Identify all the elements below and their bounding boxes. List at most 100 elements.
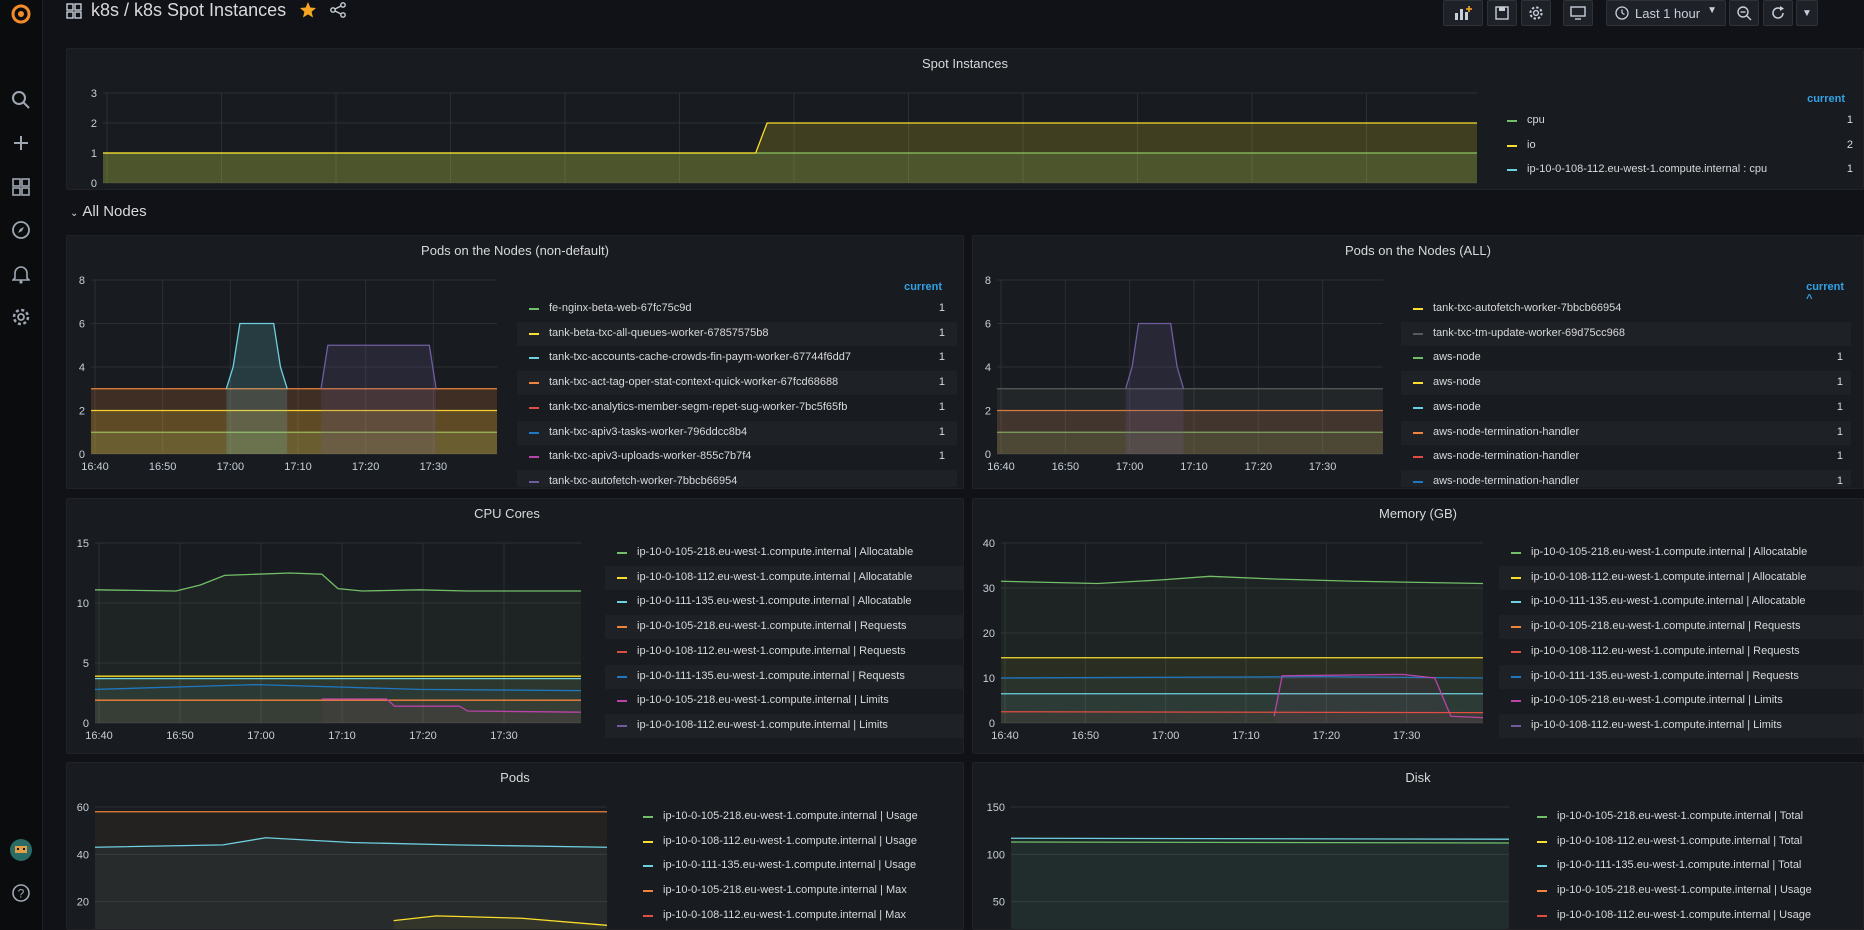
tv-mode-button[interactable] [1563,0,1593,26]
legend-series-name: tank-txc-act-tag-oper-stat-context-quick… [549,376,839,389]
panel-title[interactable]: Pods on the Nodes (non-default) [421,243,609,258]
panel-pods-nondefault[interactable]: Pods on the Nodes (non-default) 0 2 4 6 8 16:… [66,235,964,489]
y-tick-label: 2 [985,406,991,418]
help-icon[interactable]: ? [9,881,33,905]
legend-item[interactable]: ip-10-0-105-218.eu-west-1.compute.intern… [605,541,963,565]
panel-title[interactable]: CPU Cores [474,506,540,521]
panel-title[interactable]: Pods [500,770,530,785]
legend-item[interactable]: ip-10-0-105-218.eu-west-1.compute.intern… [605,689,963,713]
legend-item[interactable]: ip-10-0-108-112.eu-west-1.compute.intern… [1525,904,1863,928]
legend-swatch [617,650,627,653]
dashboard-settings-button[interactable] [1521,0,1551,26]
pods-all-legend: tank-txc-autofetch-worker-7bbcb66954 tank… [1401,297,1851,487]
legend-item[interactable]: aws-node 1 [1401,396,1851,420]
legend-item[interactable]: ip-10-0-105-218.eu-west-1.compute.intern… [605,615,963,640]
legend-item[interactable]: ip-10-0-108-112.eu-west-1.compute.intern… [1499,565,1863,590]
legend-sort-current[interactable]: current [904,281,942,293]
legend-item[interactable]: ip-10-0-105-218.eu-west-1.compute.intern… [1525,805,1863,829]
legend-item[interactable]: tank-txc-accounts-cache-crowds-fin-paym-… [517,346,957,370]
search-icon[interactable] [9,88,33,112]
legend-item[interactable]: io 2 [1495,134,1863,158]
star-icon[interactable] [299,1,317,22]
legend-item[interactable]: ip-10-0-111-135.eu-west-1.compute.intern… [631,854,963,878]
add-panel-button[interactable] [1443,0,1483,26]
legend-item[interactable]: ip-10-0-108-112.eu-west-1.compute.intern… [631,904,963,928]
legend-item[interactable]: ip-10-0-108-112.eu-west-1.compute.intern… [1495,158,1863,182]
series-line [1010,841,1510,844]
time-range-picker[interactable]: Last 1 hour ▼ [1606,0,1726,26]
zoom-out-button[interactable] [1729,0,1759,26]
legend-item[interactable]: ip-10-0-111-135.eu-west-1.compute.intern… [605,664,963,689]
legend-item[interactable]: ip-10-0-105-218.eu-west-1.compute.intern… [1499,689,1863,713]
legend-item[interactable]: tank-beta-txc-all-queues-worker-67857575… [517,321,957,346]
legend-item[interactable]: fe-nginx-beta-web-67fc75c9d 1 [517,297,957,321]
gear-icon[interactable] [9,305,33,329]
cpu-cores-chart[interactable]: 0 5 10 15 16:40 16:50 17:00 17:10 17:20 17:30 [67,535,597,754]
plus-icon[interactable] [9,131,33,155]
legend-item[interactable]: aws-node-termination-handler 1 [1401,469,1851,487]
legend-item[interactable]: tank-txc-tm-update-worker-69d75cc968 [1401,321,1851,346]
legend-sort-current[interactable]: current ^ [1806,281,1844,305]
legend-series-name: ip-10-0-108-112.eu-west-1.compute.intern… [663,834,917,847]
legend-item[interactable]: tank-txc-autofetch-worker-7bbcb66954 [517,469,957,487]
refresh-button[interactable] [1763,0,1793,26]
legend-item[interactable]: ip-10-0-108-112.eu-west-1.compute.intern… [1499,713,1863,738]
panel-title[interactable]: Memory (GB) [1379,506,1457,521]
legend-item[interactable]: ip-10-0-111-135.eu-west-1.compute.intern… [1499,664,1863,689]
legend-item[interactable]: aws-node-termination-handler 1 [1401,445,1851,469]
panel-pods[interactable]: Pods 20 40 60 ip-10-0-105-218.eu-west-1.co… [66,762,964,930]
legend-item[interactable]: aws-node 1 [1401,346,1851,370]
legend-item[interactable]: ip-10-0-105-218.eu-west-1.compute.intern… [1525,879,1863,903]
panel-pods-all[interactable]: Pods on the Nodes (ALL) 0 2 4 6 8 16:40 16:50 1… [972,235,1864,489]
save-dashboard-button[interactable] [1487,0,1517,26]
legend-item[interactable]: ip-10-0-105-218.eu-west-1.compute.intern… [631,879,963,903]
pods-all-chart[interactable]: 0 2 4 6 8 16:40 16:50 17:00 17:10 17:20 17:30 [973,272,1393,489]
row-all-nodes[interactable]: ⌄ All Nodes [70,203,147,220]
legend-swatch [643,865,653,868]
panel-disk[interactable]: Disk 50 100 150 ip-10-0-105-218.eu-west-1.… [972,762,1864,930]
series-line [321,698,582,713]
legend-item[interactable]: ip-10-0-105-218.eu-west-1.compute.intern… [631,805,963,829]
compass-explore-icon[interactable] [9,218,33,242]
legend-item[interactable]: ip-10-0-108-112.eu-west-1.compute.intern… [605,640,963,664]
legend-item[interactable]: ip-10-0-108-112.eu-west-1.compute.intern… [1525,830,1863,854]
panel-memory[interactable]: Memory (GB) 0 10 20 30 40 16:40 16:50 17:00 17:1… [972,498,1864,754]
legend-item[interactable]: ip-10-0-108-112.eu-west-1.compute.intern… [605,713,963,738]
pods-nondefault-chart[interactable]: 0 2 4 6 8 16:40 16:50 17:00 17:10 17:20 17:30 [67,272,507,489]
refresh-interval-dropdown[interactable]: ▼ [1796,0,1818,26]
memory-chart[interactable]: 0 10 20 30 40 16:40 16:50 17:00 17:10 17:20 17:30 [973,535,1493,754]
legend-item[interactable]: tank-txc-autofetch-worker-7bbcb66954 [1401,297,1851,321]
breadcrumb[interactable]: k8s / k8s Spot Instances [91,0,287,20]
legend-item[interactable]: ip-10-0-108-112.eu-west-1.compute.intern… [1499,640,1863,664]
pods-chart[interactable]: 20 40 60 [67,799,623,930]
grafana-logo-icon[interactable] [9,2,33,26]
legend-item[interactable]: ip-10-0-111-135.eu-west-1.compute.intern… [1499,590,1863,614]
legend-item[interactable]: ip-10-0-108-112.eu-west-1.compute.intern… [631,830,963,854]
user-avatar-icon[interactable] [9,838,33,862]
panel-title[interactable]: Pods on the Nodes (ALL) [1345,243,1491,258]
legend-item[interactable]: tank-txc-apiv3-tasks-worker-796ddcc8b4 1 [517,420,957,445]
legend-item[interactable]: tank-txc-apiv3-uploads-worker-855c7b7f4 1 [517,445,957,469]
legend-item[interactable]: ip-10-0-105-218.eu-west-1.compute.intern… [1499,615,1863,640]
legend-item[interactable]: ip-10-0-111-135.eu-west-1.compute.intern… [1525,854,1863,878]
x-tick-label: 16:50 [1072,730,1100,742]
bell-alerting-icon[interactable] [9,262,33,286]
legend-item[interactable]: aws-node-termination-handler 1 [1401,420,1851,445]
legend-item[interactable]: aws-node 1 [1401,371,1851,396]
legend-item[interactable]: cpu 1 [1495,109,1863,133]
panel-title[interactable]: Spot Instances [922,56,1008,71]
spot-instances-chart[interactable]: 0 1 2 3 16:40 16:45 16:50 16:55 17:00 17:05 17:10 1… [67,85,1487,190]
dashboards-grid-icon[interactable] [9,175,33,199]
legend-item[interactable]: ip-10-0-105-218.eu-west-1.compute.intern… [1499,541,1863,565]
legend-swatch [529,357,539,360]
legend-item[interactable]: ip-10-0-108-112.eu-west-1.compute.intern… [605,565,963,590]
share-icon[interactable] [330,2,346,21]
panel-spot-instances[interactable]: Spot Instances 0 1 2 3 16:40 16:45 16:50 16:55 1… [66,48,1864,190]
legend-sort-current[interactable]: current [1807,93,1845,105]
panel-title[interactable]: Disk [1405,770,1431,785]
disk-chart[interactable]: 50 100 150 [973,799,1519,930]
legend-item[interactable]: ip-10-0-111-135.eu-west-1.compute.intern… [605,590,963,614]
panel-cpu-cores[interactable]: CPU Cores 0 5 10 15 16:40 16:50 17:00 17:10 17:2… [66,498,964,754]
legend-item[interactable]: tank-txc-analytics-member-segm-repet-sug… [517,396,957,420]
legend-item[interactable]: tank-txc-act-tag-oper-stat-context-quick… [517,371,957,396]
